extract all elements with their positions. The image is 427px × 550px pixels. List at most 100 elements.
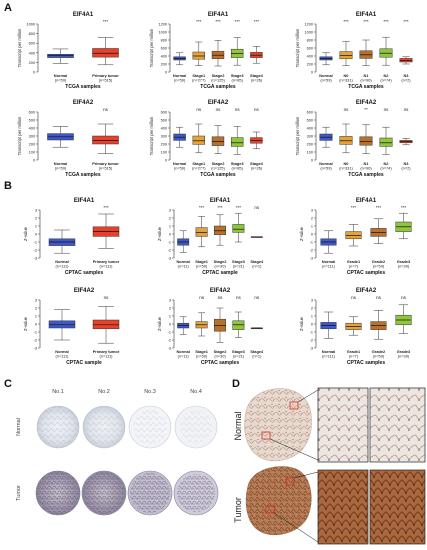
chart-A6: EIF4A2 0 100 200 300 400 500 600 Transcript per … — [295, 100, 413, 178]
chart-title: EIF4A1 — [356, 12, 377, 18]
tissue-row-label-tumor: Tumor — [233, 497, 243, 523]
box-1 — [47, 48, 74, 64]
x-axis-label: CPTAC samples — [347, 360, 385, 366]
box-2 — [195, 312, 208, 337]
chart-A1: EIF4A1 0 200 400 600 800 1000 Transcript per mi… — [17, 12, 119, 90]
chart-A3: EIF4A1 0 200 400 600 800 1000 1200 Transcript pe… — [295, 12, 413, 90]
y-axis-label: Z-value — [299, 226, 304, 241]
category-label: (n=96) — [360, 77, 372, 82]
y-tick-label: 0 — [311, 71, 313, 75]
category-label: (n=111) — [322, 263, 336, 268]
category-label: (n=59) — [373, 263, 385, 268]
category-label: Stage3 — [231, 161, 245, 166]
category-label: (n=11) — [178, 353, 190, 358]
y-tick-label: 2 — [35, 217, 37, 221]
category-label: Stage4 — [250, 259, 264, 264]
y-tick-label: 3 — [169, 209, 171, 213]
ihc-col-label-2: No.2 — [98, 389, 110, 395]
box-body — [379, 137, 393, 147]
y-tick-label: 0 — [169, 323, 171, 327]
y-tick-label: 1000 — [159, 31, 167, 35]
y-tick-label: 300 — [161, 135, 167, 139]
category-label: (n=2) — [401, 77, 411, 82]
y-tick-label: 0 — [311, 323, 313, 327]
box-1 — [319, 52, 333, 66]
chart-title: EIF4A1 — [210, 198, 231, 204]
chart-title: EIF4A2 — [73, 100, 94, 106]
y-tick-label: 600 — [307, 111, 313, 115]
significance-mark: ns — [103, 107, 109, 112]
category-label: Primary tumor — [93, 259, 120, 264]
category-label: (n=331) — [339, 77, 353, 82]
box-body — [214, 318, 226, 332]
ihc-normal-row — [36, 405, 218, 449]
category-label: Normal — [176, 259, 189, 264]
y-tick-label: -1 — [310, 241, 313, 245]
panel-letter-b: B — [4, 180, 12, 192]
tissue-row-label-normal: Normal — [233, 411, 243, 440]
category-label: (n=59) — [174, 77, 186, 82]
box-body — [359, 136, 373, 146]
y-tick-label: -2 — [310, 339, 313, 343]
y-tick-label: -3 — [34, 257, 37, 261]
significance-mark: *** — [199, 205, 205, 210]
category-label: (n=2) — [401, 165, 411, 170]
box-body — [345, 231, 362, 240]
box-4 — [232, 212, 245, 243]
y-tick-label: 800 — [307, 39, 313, 43]
box-body — [232, 320, 245, 330]
box-3 — [370, 218, 387, 244]
y-tick-label: 200 — [307, 143, 313, 147]
ihc-row-label-tumor: Tumor — [16, 485, 22, 501]
category-label: (n=125) — [211, 165, 225, 170]
chart-A5: EIF4A2 0 100 200 300 400 500 600 Transcript per … — [149, 100, 264, 178]
x-axis-label: TCGA samples — [65, 172, 101, 178]
y-tick-label: 2 — [35, 307, 37, 311]
box-1 — [177, 230, 190, 253]
box-3 — [211, 125, 225, 154]
y-tick-label: 200 — [307, 63, 313, 67]
x-axis-label: CPTAC samples — [347, 270, 385, 276]
x-axis-label: TCGA samples — [348, 172, 384, 178]
significance-mark: ns — [384, 107, 390, 112]
y-tick-label: 400 — [29, 51, 35, 55]
category-label: (n=515) — [99, 165, 113, 170]
category-label: Stage4 — [250, 349, 264, 354]
y-tick-label: 400 — [307, 55, 313, 59]
significance-mark: *** — [363, 19, 369, 24]
y-tick-label: 0 — [165, 71, 167, 75]
box-1 — [319, 126, 333, 148]
box-1 — [48, 229, 76, 254]
category-label: (n=96) — [360, 165, 372, 170]
category-label: Stage2 — [214, 259, 228, 264]
y-tick-label: 1 — [169, 225, 171, 229]
category-label: Stage1 — [192, 161, 206, 166]
box-2 — [345, 316, 362, 336]
category-label: Stage3 — [231, 73, 245, 78]
category-label: Stage3 — [232, 259, 246, 264]
tissue-figure: Normal Tumor — [233, 387, 426, 545]
y-tick-label: -1 — [168, 331, 171, 335]
box-2 — [192, 41, 206, 66]
significance-mark: ns — [236, 295, 242, 300]
significance-mark: ** — [364, 107, 368, 112]
box-4 — [379, 126, 393, 155]
y-tick-label: -2 — [34, 249, 37, 253]
box-5 — [250, 236, 263, 238]
category-label: Normal — [319, 161, 332, 166]
box-body — [192, 135, 206, 145]
category-label: Normal — [55, 349, 68, 354]
category-label: (n=111) — [322, 353, 336, 358]
significance-mark: *** — [383, 19, 389, 24]
chart-A2: EIF4A1 0 200 400 600 800 1000 1200 Transcript pe… — [149, 12, 264, 90]
chart-B1: EIF4A1-3-2-10123Z-valueNormal(n=111)***P… — [23, 198, 120, 276]
y-tick-label: -3 — [310, 347, 313, 351]
box-body — [230, 137, 244, 147]
chart-title: EIF4A1 — [208, 12, 229, 18]
category-label: (n=30) — [214, 263, 226, 268]
chart-title: EIF4A1 — [73, 12, 94, 18]
box-2 — [92, 123, 119, 154]
y-tick-label: 0 — [35, 323, 37, 327]
y-tick-label: 600 — [307, 47, 313, 51]
